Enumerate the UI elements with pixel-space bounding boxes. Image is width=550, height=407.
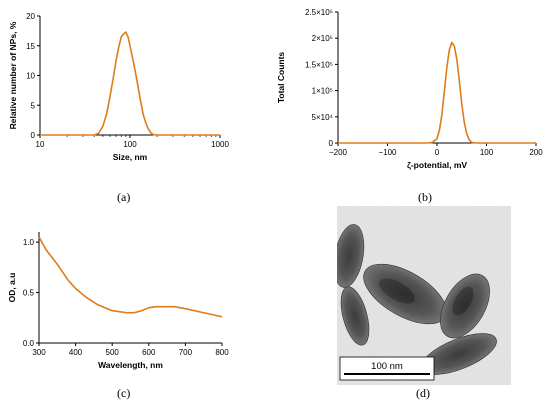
y-tick-label: 1.5×10⁵ xyxy=(305,60,333,69)
y-tick-label: 1×10⁵ xyxy=(312,87,333,96)
x-tick-label: −100 xyxy=(378,148,397,157)
chart-c-optical-density: 300 400 500 600 700 800 0.0 0.5 1.0 Wavelength, n… xyxy=(7,232,229,370)
x-tick-label: −200 xyxy=(329,148,348,157)
particle-4 xyxy=(440,273,490,339)
y-tick-label: 5 xyxy=(31,101,36,110)
caption-c: (c) xyxy=(117,386,131,400)
series-line xyxy=(38,236,223,318)
tem-micrograph: 100 nm xyxy=(337,206,511,385)
caption-a: (a) xyxy=(117,190,131,204)
y-tick-label: 2×10⁵ xyxy=(312,34,333,43)
y-axis-label: Total Counts xyxy=(276,52,286,104)
caption-d: (d) xyxy=(416,386,430,400)
x-tick-label: 100 xyxy=(123,140,137,149)
y-tick-label: 15 xyxy=(26,42,35,51)
nanoparticles xyxy=(337,224,497,375)
series-line xyxy=(338,41,536,144)
particle-1 xyxy=(337,224,365,288)
chart-b-zeta-potential: −200 −100 0 100 200 0 5×10⁴ 1×10⁵ 1.5×10⁵ 2×10⁵ 2.… xyxy=(276,8,543,170)
x-tick-label: 10 xyxy=(36,140,45,149)
x-tick-label: 0 xyxy=(435,148,440,157)
y-tick-label: 0.5 xyxy=(23,289,35,298)
x-tick-label: 800 xyxy=(215,348,229,357)
y-axis-label: OD, a.u xyxy=(7,273,17,303)
scale-bar-label: 100 nm xyxy=(371,361,403,372)
x-tick-label: 100 xyxy=(480,148,494,157)
x-axis-label: Size, nm xyxy=(113,152,148,162)
y-tick-label: 20 xyxy=(26,12,35,21)
scale-bar-box: 100 nm xyxy=(339,356,435,381)
x-tick-label: 700 xyxy=(179,348,193,357)
x-axis-label: Wavelength, nm xyxy=(98,360,163,370)
y-tick-label: 1.0 xyxy=(23,238,35,247)
x-tick-label: 1000 xyxy=(211,140,229,149)
chart-a-size-distribution: 10 100 1000 0 5 10 15 20 Size, nm Relative number… xyxy=(8,12,229,162)
x-tick-label: 400 xyxy=(69,348,83,357)
x-tick-label: 300 xyxy=(32,348,46,357)
x-tick-label: 600 xyxy=(142,348,156,357)
y-tick-label: 0.0 xyxy=(23,339,35,348)
x-axis-label: ζ-potential, mV xyxy=(407,160,467,170)
particle-2 xyxy=(340,286,370,346)
y-tick-label: 2.5×10⁵ xyxy=(305,8,333,17)
series-line xyxy=(40,31,220,136)
x-tick-label: 500 xyxy=(106,348,120,357)
caption-b: (b) xyxy=(418,190,432,204)
y-axis-label: Relative number of NPs, % xyxy=(8,21,18,129)
y-tick-label: 0 xyxy=(31,131,36,140)
y-tick-label: 10 xyxy=(26,72,35,81)
y-tick-label: 5×10⁴ xyxy=(312,113,334,122)
x-tick-label: 200 xyxy=(529,148,543,157)
y-tick-label: 0 xyxy=(329,139,334,148)
